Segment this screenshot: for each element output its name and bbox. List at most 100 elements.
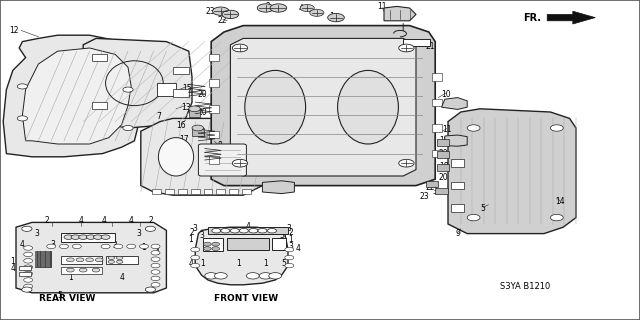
Text: 1: 1 — [68, 273, 73, 282]
Bar — [451, 159, 464, 167]
Circle shape — [230, 228, 239, 233]
Circle shape — [310, 9, 324, 16]
Circle shape — [93, 235, 102, 239]
Circle shape — [123, 125, 133, 131]
Bar — [432, 73, 442, 81]
Bar — [19, 272, 31, 276]
Bar — [426, 181, 438, 187]
Circle shape — [328, 13, 344, 22]
Polygon shape — [3, 35, 150, 157]
Bar — [209, 105, 219, 113]
Text: FRONT VIEW: FRONT VIEW — [214, 294, 278, 303]
Circle shape — [123, 87, 133, 92]
Circle shape — [79, 235, 88, 239]
Circle shape — [151, 263, 160, 268]
Text: 4: 4 — [119, 273, 124, 282]
Circle shape — [151, 276, 160, 281]
Text: 3: 3 — [113, 241, 118, 250]
Text: 5: 5 — [481, 204, 486, 212]
Circle shape — [71, 235, 80, 239]
Text: 8: 8 — [218, 141, 223, 150]
Circle shape — [467, 125, 480, 131]
Text: 3: 3 — [287, 224, 292, 233]
Circle shape — [191, 263, 200, 268]
Text: 3: 3 — [279, 231, 284, 240]
Text: 23: 23 — [419, 192, 429, 201]
Text: 20: 20 — [438, 173, 449, 182]
Circle shape — [116, 256, 123, 260]
Ellipse shape — [244, 70, 306, 144]
Bar — [191, 189, 200, 194]
Text: S3YA B1210: S3YA B1210 — [500, 282, 550, 291]
Circle shape — [232, 159, 248, 167]
Text: 4: 4 — [102, 216, 107, 225]
Text: 5: 5 — [57, 291, 62, 300]
Text: 1: 1 — [141, 243, 147, 252]
Circle shape — [399, 159, 414, 167]
Circle shape — [64, 235, 73, 239]
Circle shape — [212, 228, 221, 233]
Text: 4: 4 — [20, 240, 25, 249]
Text: 3: 3 — [288, 242, 293, 251]
Bar — [451, 137, 464, 145]
Text: 4: 4 — [129, 216, 134, 225]
Bar — [272, 238, 286, 250]
Text: 4: 4 — [78, 216, 83, 225]
Circle shape — [257, 4, 274, 12]
Bar — [92, 54, 107, 61]
Text: 3: 3 — [50, 240, 55, 249]
Text: 3: 3 — [136, 229, 141, 238]
Circle shape — [151, 257, 160, 261]
Bar — [451, 204, 464, 212]
Text: 19: 19 — [438, 136, 449, 145]
Text: 15: 15 — [182, 84, 192, 92]
Bar — [92, 102, 107, 109]
Circle shape — [300, 4, 314, 12]
Circle shape — [249, 228, 258, 233]
Bar — [204, 189, 212, 194]
Circle shape — [116, 260, 123, 263]
Polygon shape — [195, 227, 288, 285]
Polygon shape — [445, 135, 467, 146]
Polygon shape — [547, 11, 595, 24]
Bar — [403, 39, 430, 46]
Circle shape — [22, 287, 32, 292]
Circle shape — [221, 228, 230, 233]
Text: 16: 16 — [176, 121, 186, 130]
Circle shape — [191, 255, 200, 260]
Bar — [203, 238, 223, 251]
Circle shape — [79, 268, 87, 272]
Text: 5: 5 — [281, 259, 286, 268]
Text: 18: 18 — [439, 162, 448, 171]
Text: 1: 1 — [236, 259, 241, 268]
Bar — [435, 188, 448, 194]
Text: 4: 4 — [188, 259, 193, 268]
Text: 1: 1 — [188, 236, 193, 244]
Bar — [192, 128, 204, 136]
Text: 1: 1 — [10, 257, 15, 266]
Text: 2: 2 — [44, 216, 49, 225]
Circle shape — [72, 244, 81, 249]
Bar — [437, 139, 449, 146]
Bar — [227, 238, 269, 250]
Polygon shape — [141, 118, 262, 195]
Circle shape — [67, 268, 74, 272]
Circle shape — [214, 273, 227, 279]
Bar — [165, 189, 174, 194]
Polygon shape — [16, 222, 166, 293]
Bar — [209, 79, 219, 87]
Circle shape — [24, 278, 33, 282]
Circle shape — [285, 263, 294, 268]
Polygon shape — [22, 48, 131, 144]
Bar — [61, 256, 102, 264]
Bar — [209, 131, 219, 138]
FancyBboxPatch shape — [198, 144, 246, 176]
Circle shape — [24, 259, 33, 263]
Text: 3: 3 — [433, 188, 438, 196]
Bar — [432, 150, 442, 157]
Bar — [437, 164, 449, 171]
Circle shape — [101, 244, 110, 249]
Circle shape — [212, 247, 220, 251]
Circle shape — [192, 125, 204, 131]
Text: 14: 14 — [555, 197, 565, 206]
